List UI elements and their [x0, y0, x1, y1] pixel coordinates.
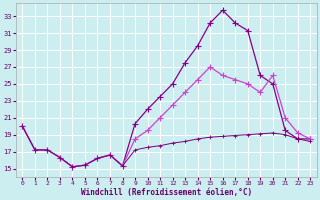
X-axis label: Windchill (Refroidissement éolien,°C): Windchill (Refroidissement éolien,°C) — [81, 188, 252, 197]
